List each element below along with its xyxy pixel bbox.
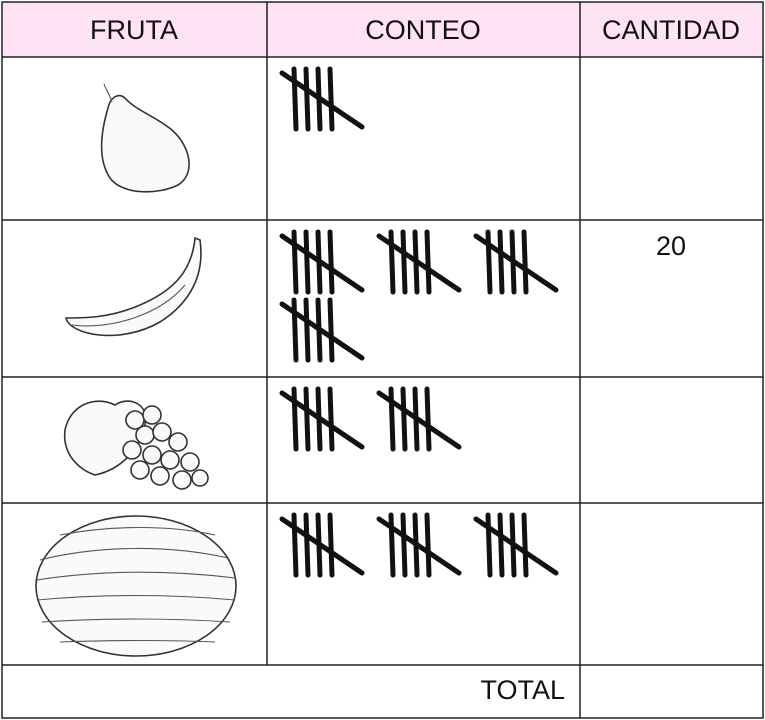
tally-stroke bbox=[485, 512, 493, 578]
tally-stroke bbox=[303, 297, 311, 363]
tally-stroke bbox=[291, 229, 299, 295]
grape bbox=[168, 432, 188, 452]
header-cell: CANTIDAD bbox=[602, 15, 740, 45]
tally-stroke bbox=[291, 386, 299, 452]
tally-cross bbox=[376, 233, 462, 293]
banana-body bbox=[64, 236, 202, 337]
tally-stroke bbox=[497, 229, 505, 295]
quantity-cell: 20 bbox=[656, 231, 686, 261]
pear-image bbox=[100, 83, 190, 193]
watermelon-image bbox=[35, 515, 237, 657]
header-cell: FRUTA bbox=[90, 15, 178, 45]
tally-stroke bbox=[327, 297, 335, 363]
tally-marks bbox=[279, 66, 365, 132]
grape bbox=[172, 470, 192, 490]
tally-stroke bbox=[327, 229, 335, 295]
header-cell: CONTEO bbox=[365, 15, 481, 45]
tally-stroke bbox=[497, 512, 505, 578]
tally-stroke bbox=[424, 386, 432, 452]
tally-stroke bbox=[424, 229, 432, 295]
tally-cross bbox=[473, 516, 559, 576]
tally-cross bbox=[279, 390, 365, 450]
watermelon-body bbox=[35, 515, 237, 657]
tally-stroke bbox=[388, 512, 396, 578]
grape bbox=[142, 445, 162, 465]
grape bbox=[152, 422, 172, 442]
tally-marks bbox=[279, 229, 559, 363]
tally-stroke bbox=[521, 229, 529, 295]
tally-cross bbox=[473, 233, 559, 293]
grape bbox=[191, 469, 209, 487]
tally-marks bbox=[279, 386, 462, 452]
tally-stroke bbox=[400, 386, 408, 452]
tally-marks bbox=[279, 512, 559, 578]
tally-cross bbox=[279, 301, 365, 361]
pear-stem bbox=[103, 83, 113, 103]
tally-cross bbox=[376, 516, 462, 576]
tally-stroke bbox=[327, 66, 335, 132]
tally-cross bbox=[279, 233, 365, 293]
grape bbox=[160, 450, 180, 470]
tally-stroke bbox=[485, 229, 493, 295]
tally-stroke bbox=[303, 229, 311, 295]
header-background bbox=[2, 2, 763, 57]
pear-body bbox=[100, 94, 190, 193]
watermelon-stripes bbox=[36, 526, 236, 643]
tally-stroke bbox=[388, 229, 396, 295]
grapes-image bbox=[63, 400, 209, 490]
banana-image bbox=[64, 236, 202, 337]
tally-stroke bbox=[327, 512, 335, 578]
grape bbox=[130, 460, 150, 480]
tally-cross bbox=[279, 70, 365, 130]
tally-stroke bbox=[291, 512, 299, 578]
tally-stroke bbox=[291, 66, 299, 132]
grape bbox=[135, 425, 155, 445]
tally-stroke bbox=[303, 386, 311, 452]
grape bbox=[180, 452, 200, 472]
tally-stroke bbox=[400, 229, 408, 295]
tally-cross bbox=[279, 516, 365, 576]
tally-stroke bbox=[424, 512, 432, 578]
tally-stroke bbox=[388, 386, 396, 452]
grape bbox=[142, 405, 162, 425]
tally-cross bbox=[376, 390, 462, 450]
tally-stroke bbox=[400, 512, 408, 578]
tally-stroke bbox=[521, 512, 529, 578]
grape bbox=[122, 440, 142, 460]
tally-stroke bbox=[291, 297, 299, 363]
grape-cluster bbox=[122, 405, 209, 490]
tally-stroke bbox=[303, 512, 311, 578]
tally-stroke bbox=[327, 386, 335, 452]
tally-stroke bbox=[303, 66, 311, 132]
grape bbox=[150, 466, 170, 486]
total-label: TOTAL bbox=[480, 675, 565, 705]
banana-line bbox=[71, 284, 186, 327]
